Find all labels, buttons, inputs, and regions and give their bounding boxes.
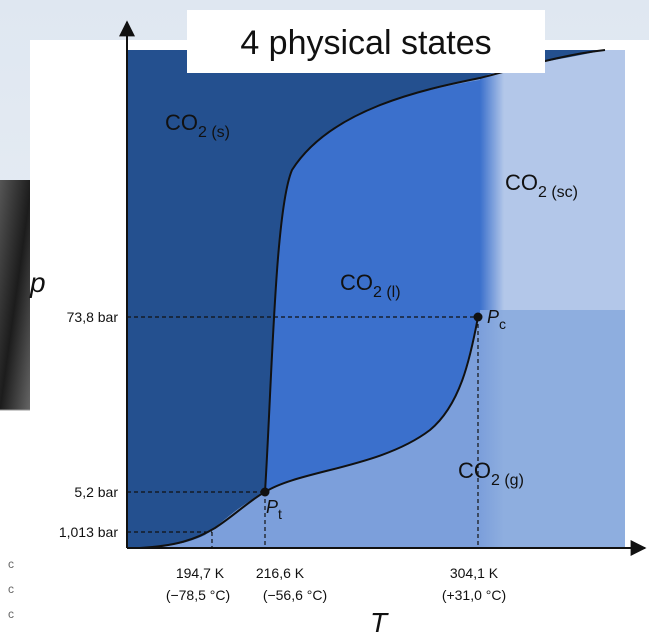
critical-point [474, 313, 483, 322]
y-tick-label: 5,2 bar [74, 484, 118, 500]
label-main: P [266, 497, 278, 517]
y-tick-label: 73,8 bar [67, 309, 119, 325]
label-main: CO [165, 110, 198, 135]
photo-strip [0, 180, 32, 410]
supercritical-edge-low [480, 310, 504, 548]
page: {"title": "4 physical states", "regions"… [0, 0, 649, 634]
triple-point [261, 488, 270, 497]
x-tick-label: 304,1 K [450, 565, 499, 581]
label-subscript: t [278, 506, 282, 522]
fragment: c [8, 582, 14, 596]
supercritical-edge [480, 50, 504, 310]
label-main: CO [505, 170, 538, 195]
title: 4 physical states [240, 24, 491, 62]
y-axis-label: p [29, 267, 46, 298]
fragment: c [8, 607, 14, 621]
fragment: c [8, 557, 14, 571]
label-main: P [487, 307, 499, 327]
y-tick-label: 1,013 bar [59, 524, 118, 540]
x-tick-sublabel: (+31,0 °C) [442, 587, 506, 603]
side-panel [0, 410, 32, 634]
label-main: CO [458, 458, 491, 483]
slide: 4 physical states CO2 (s) CO2 (sc) CO2 (… [0, 0, 649, 634]
x-tick-label: 216,6 K [256, 565, 305, 581]
x-tick-sublabel: (−56,6 °C) [263, 587, 327, 603]
label-subscript: 2 (l) [373, 284, 401, 301]
label-main: CO [340, 270, 373, 295]
label-subscript: c [499, 316, 506, 332]
x-axis-label: T [370, 607, 389, 634]
label-subscript: 2 (s) [198, 124, 230, 141]
label-subscript: 2 (sc) [538, 184, 578, 201]
x-tick-sublabel: (−78,5 °C) [166, 587, 230, 603]
label-subscript: 2 (g) [491, 472, 524, 489]
x-tick-label: 194,7 K [176, 565, 225, 581]
